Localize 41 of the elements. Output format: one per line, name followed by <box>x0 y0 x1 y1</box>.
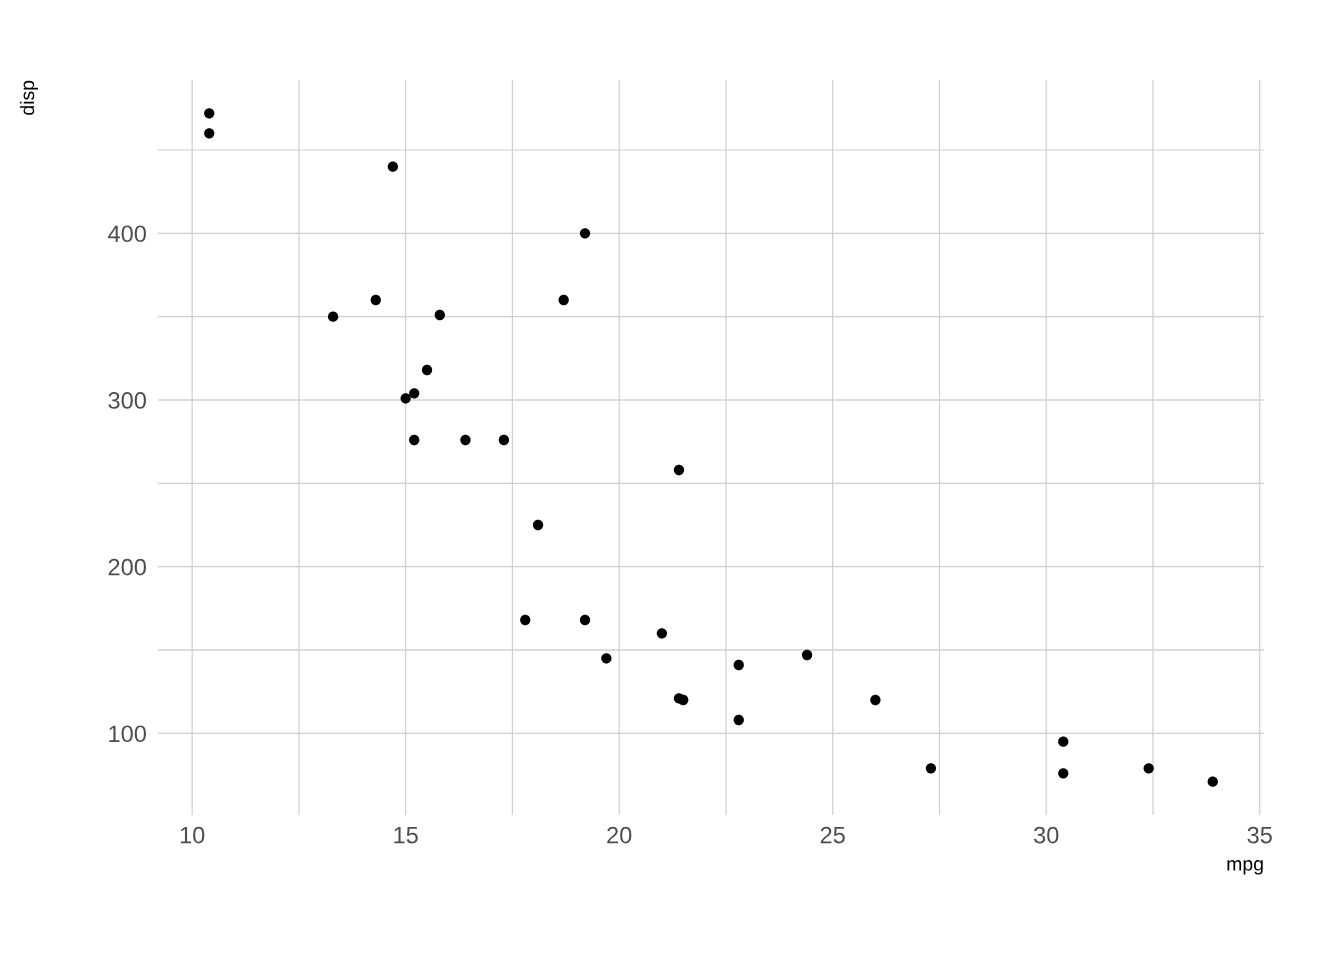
point <box>1058 736 1069 747</box>
point <box>327 311 339 322</box>
point <box>870 694 881 706</box>
point <box>204 108 215 119</box>
point <box>733 714 744 726</box>
x-tick-label: 15 <box>394 826 418 844</box>
point <box>387 161 399 172</box>
point <box>409 388 420 399</box>
point <box>579 614 591 626</box>
point <box>673 464 685 476</box>
point <box>925 763 937 774</box>
x-tick-label: 35 <box>1247 826 1272 844</box>
y-tick-label: 200 <box>108 558 146 576</box>
y-tick-label: 100 <box>109 725 146 743</box>
point <box>532 519 544 531</box>
point <box>409 434 420 446</box>
x-tick-label: 20 <box>607 826 632 844</box>
point <box>421 364 433 376</box>
point <box>601 653 612 664</box>
point <box>801 649 813 661</box>
point <box>204 128 215 139</box>
y-tick-label: 400 <box>108 225 146 243</box>
point <box>520 614 531 626</box>
y-tick-label: 300 <box>108 392 146 409</box>
point <box>1143 763 1154 774</box>
point <box>434 309 445 321</box>
y-axis-title: disp <box>19 80 39 115</box>
point <box>558 294 569 306</box>
point <box>1207 776 1218 787</box>
point <box>498 434 510 446</box>
point <box>579 228 591 239</box>
x-axis-title: mpg <box>1227 860 1263 875</box>
point <box>460 434 471 446</box>
point <box>370 294 381 306</box>
point <box>1058 768 1069 779</box>
point <box>656 628 668 639</box>
x-tick-label: 25 <box>820 826 845 844</box>
point <box>400 393 411 404</box>
point <box>733 659 744 671</box>
x-tick-label: 10 <box>180 826 205 844</box>
x-tick-label: 30 <box>1033 826 1059 844</box>
